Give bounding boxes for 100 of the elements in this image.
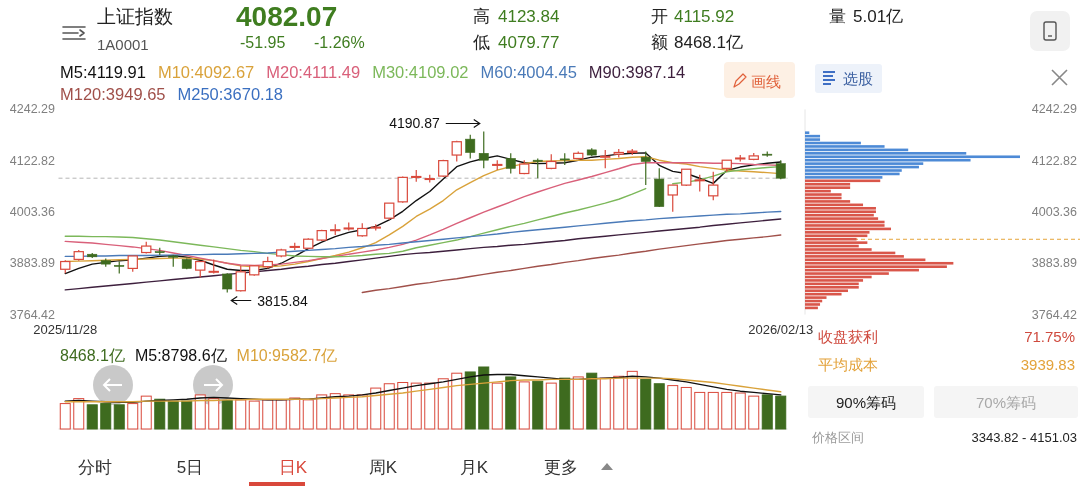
bar	[100, 403, 112, 430]
bar	[262, 399, 274, 430]
x-tick-label: 2026/02/13	[748, 321, 814, 337]
bar	[451, 372, 463, 430]
bar	[734, 392, 746, 430]
bar	[805, 234, 868, 238]
bar	[626, 370, 638, 430]
bar	[572, 376, 584, 430]
text: -51.95	[240, 33, 286, 51]
bar	[370, 387, 382, 430]
y-tick-label: 4242.29	[9, 102, 56, 117]
bar	[545, 382, 557, 430]
bar	[73, 398, 85, 430]
bar	[491, 382, 503, 430]
y-tick-label: 4122.82	[1031, 153, 1078, 168]
text: 70%筹码	[975, 393, 1037, 411]
y-tick-label: 3764.42	[1031, 307, 1078, 322]
text: 4079.77	[498, 32, 560, 52]
text: 71.75%	[1024, 327, 1075, 345]
bar	[127, 403, 139, 430]
line-series	[361, 234, 782, 294]
bar	[86, 404, 98, 430]
chart-title: 上证指数	[97, 5, 173, 27]
bar	[748, 395, 760, 430]
bar	[343, 394, 355, 430]
text: 日K	[278, 457, 308, 477]
text: 月K	[459, 457, 489, 477]
text: 5日	[176, 457, 204, 477]
annotation: 3815.84	[257, 292, 309, 309]
bar	[464, 371, 476, 430]
bar	[805, 261, 954, 265]
text: 分时	[78, 457, 112, 477]
bar	[235, 399, 247, 430]
bar	[410, 382, 422, 430]
bar	[397, 382, 409, 430]
bar	[599, 377, 611, 430]
bar	[505, 376, 517, 430]
text: 高	[473, 6, 490, 26]
text: 价格区间	[811, 429, 864, 445]
bar	[356, 394, 368, 430]
text: 3343.82 - 4151.03	[971, 429, 1077, 445]
bar	[194, 394, 206, 430]
bar	[707, 391, 719, 430]
bar	[805, 241, 868, 244]
bar	[680, 386, 692, 430]
bar	[289, 397, 301, 430]
bar	[208, 398, 220, 430]
y-tick-label: 4003.36	[1031, 205, 1078, 219]
legend: 8468.1亿 M5:8798.6亿 M10:9582.7亿	[60, 346, 338, 364]
bar	[775, 395, 787, 430]
text: 4082.07	[236, 0, 338, 32]
text: 8468.1亿	[674, 32, 743, 52]
line-series	[64, 218, 782, 291]
text: 4123.84	[498, 6, 560, 26]
bar	[721, 391, 733, 430]
bar	[154, 398, 166, 430]
text: 4115.92	[674, 6, 735, 26]
text: 画线	[751, 72, 781, 90]
bar	[613, 375, 625, 430]
text: 平均成本	[818, 355, 878, 373]
legend: M5:4119.91 M10:4092.67 M20:4111.49 M30:4109.02 M60:4004.45 M90:3987.14 M120:3949.65 M250:3670.18	[60, 63, 686, 103]
y-tick-label: 3883.89	[9, 256, 56, 271]
bar	[437, 378, 449, 430]
bar	[59, 403, 71, 430]
bar	[316, 394, 328, 430]
bar	[221, 399, 233, 430]
bar	[181, 400, 193, 430]
bar	[559, 377, 571, 430]
bar	[329, 393, 341, 430]
text: 额	[651, 32, 668, 52]
bar	[383, 383, 395, 430]
x-tick-label: 2025/11/28	[33, 321, 98, 337]
text: 低	[473, 32, 490, 52]
bar	[653, 383, 665, 430]
bar	[424, 382, 436, 430]
y-tick-label: 3883.89	[1031, 256, 1078, 271]
bar	[694, 391, 706, 430]
bar	[667, 385, 679, 430]
bar	[113, 404, 125, 430]
text: 收盘获利	[818, 327, 878, 345]
bar	[532, 380, 544, 430]
text: 更多	[544, 457, 578, 477]
bar	[140, 395, 152, 430]
text: 选股	[843, 69, 873, 87]
bar	[805, 206, 876, 210]
bar	[478, 366, 490, 430]
text: 5.01亿	[853, 6, 904, 26]
bar	[248, 400, 260, 430]
bar	[805, 303, 821, 306]
y-tick-label: 3764.42	[9, 307, 56, 322]
bar	[302, 399, 314, 430]
annotation: 4190.87	[389, 115, 440, 132]
text: -1.26%	[314, 33, 365, 51]
bar	[518, 381, 530, 430]
bar	[805, 193, 842, 196]
bar	[805, 155, 1020, 159]
text: 3939.83	[1020, 355, 1075, 373]
bar	[275, 399, 287, 430]
text: 周K	[368, 457, 398, 477]
text: 90%筹码	[835, 393, 897, 411]
